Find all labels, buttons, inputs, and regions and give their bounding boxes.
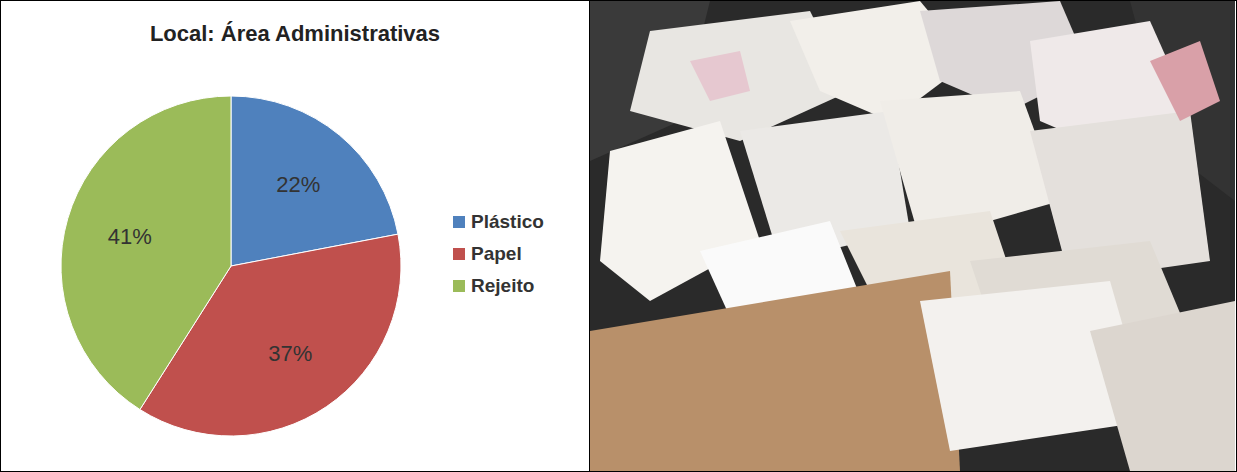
html-text:Rejeito: Rejeito — [471, 275, 535, 296]
svg-text:22%: 22% — [276, 172, 320, 197]
svg-text:37%: 37% — [268, 341, 312, 366]
svg-text:41%: 41% — [108, 224, 152, 249]
html-text:Local: Área Administrativas: Local: Área Administrativas — [149, 21, 441, 46]
html-text:Plástico: Plástico — [471, 211, 544, 232]
html-text:Papel: Papel — [471, 243, 522, 264]
